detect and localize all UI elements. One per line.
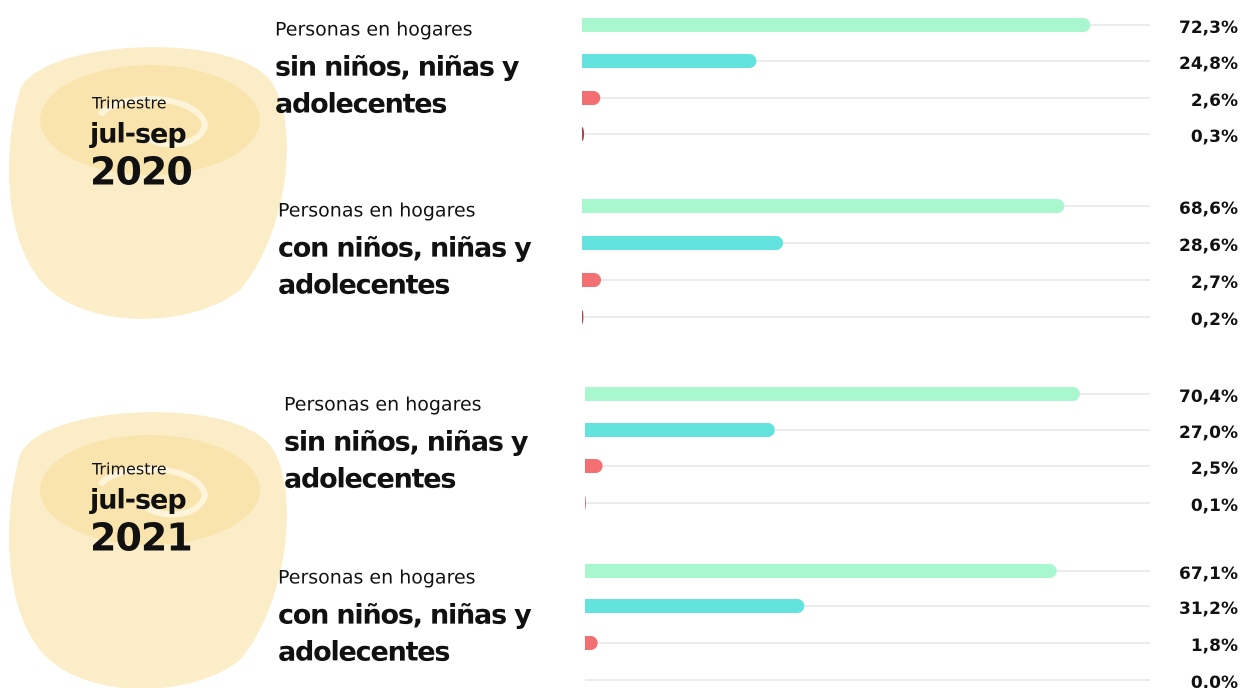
bar bbox=[585, 636, 598, 650]
title: adolecentes bbox=[275, 89, 446, 120]
value-label: 0,2% bbox=[1191, 310, 1238, 330]
bar bbox=[582, 18, 1090, 32]
period-label: Trimestre bbox=[91, 460, 167, 479]
title: con niños, niñas y bbox=[278, 600, 532, 631]
bar bbox=[585, 564, 1057, 578]
title: con niños, niñas y bbox=[278, 233, 532, 264]
title: adolecentes bbox=[284, 464, 455, 495]
bar bbox=[585, 459, 603, 473]
title: sin niños, niñas y bbox=[284, 427, 529, 458]
bar bbox=[582, 127, 584, 141]
bar bbox=[585, 423, 775, 437]
value-label: 68,6% bbox=[1179, 199, 1238, 219]
bar bbox=[585, 496, 586, 510]
bar bbox=[582, 236, 783, 250]
value-label: 2,7% bbox=[1191, 273, 1238, 293]
subtitle: Personas en hogares bbox=[278, 200, 476, 222]
value-label: 72,3% bbox=[1179, 18, 1238, 38]
year: 2020 bbox=[90, 150, 192, 194]
period: jul-sep bbox=[89, 119, 186, 150]
bar bbox=[582, 91, 600, 105]
subtitle: Personas en hogares bbox=[278, 567, 476, 589]
bar bbox=[582, 199, 1064, 213]
bar bbox=[582, 310, 583, 324]
value-label: 27,0% bbox=[1179, 423, 1238, 443]
title: adolecentes bbox=[278, 637, 449, 668]
value-label: 2,5% bbox=[1191, 459, 1238, 479]
value-label: 24,8% bbox=[1179, 54, 1238, 74]
year: 2021 bbox=[90, 516, 192, 560]
title: adolecentes bbox=[278, 270, 449, 301]
bar bbox=[582, 273, 601, 287]
infographic: Trimestrejul-sep2020Trimestrejul-sep2021… bbox=[0, 0, 1245, 688]
period-label: Trimestre bbox=[91, 94, 167, 113]
subtitle: Personas en hogares bbox=[275, 19, 473, 41]
subtitle: Personas en hogares bbox=[284, 394, 482, 416]
value-label: 2,6% bbox=[1191, 91, 1238, 111]
title: sin niños, niñas y bbox=[275, 52, 520, 83]
value-label: 0,3% bbox=[1191, 127, 1238, 147]
value-label: 0,1% bbox=[1191, 496, 1238, 516]
value-label: 67,1% bbox=[1179, 564, 1238, 584]
bar bbox=[582, 54, 756, 68]
value-label: 31,2% bbox=[1179, 599, 1238, 619]
value-label: 28,6% bbox=[1179, 236, 1238, 256]
value-label: 0,0% bbox=[1191, 673, 1238, 688]
bar bbox=[585, 387, 1080, 401]
value-label: 1,8% bbox=[1191, 636, 1238, 656]
value-label: 70,4% bbox=[1179, 387, 1238, 407]
bar bbox=[585, 599, 804, 613]
period: jul-sep bbox=[89, 485, 186, 516]
